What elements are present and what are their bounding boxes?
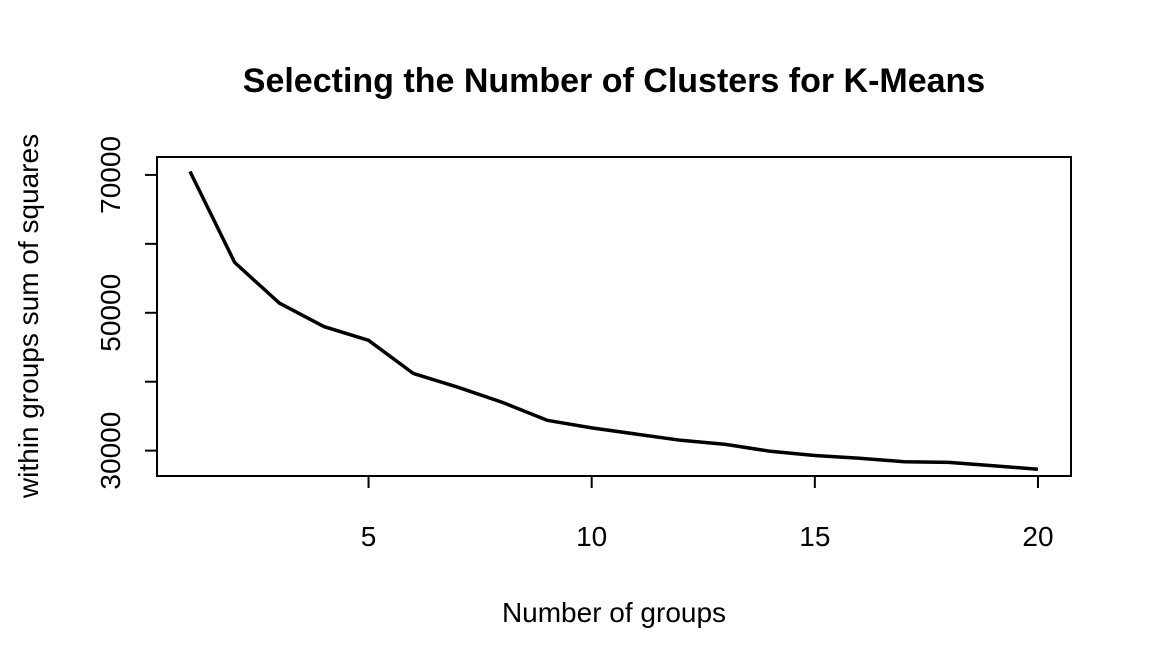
x-axis-title: Number of groups [502,597,726,628]
y-axis: 30000 50000 70000 [95,136,158,490]
x-tick-label: 15 [799,521,830,552]
chart-title: Selecting the Number of Clusters for K-M… [243,62,985,100]
series-line [188,170,1039,471]
x-tick-label: 10 [576,521,607,552]
y-tick-label: 70000 [95,136,126,214]
x-tick-label: 5 [361,521,377,552]
y-tick-label: 50000 [95,274,126,352]
y-tick-label: 30000 [95,412,126,490]
y-axis-title: within groups sum of squares [13,134,44,499]
x-axis: 5 10 15 20 [361,475,1054,552]
plot-frame [156,156,1072,477]
x-tick-label: 20 [1022,521,1053,552]
